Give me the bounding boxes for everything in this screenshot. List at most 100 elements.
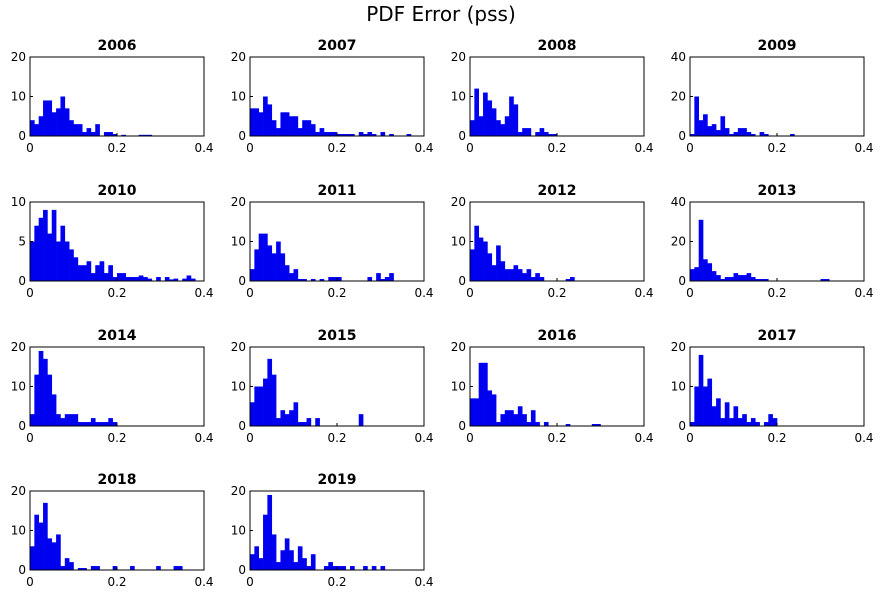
- histogram-bar: [156, 566, 161, 570]
- histogram-bar: [99, 261, 105, 281]
- y-tick-label: 10: [11, 90, 26, 104]
- histogram-bar: [250, 108, 255, 136]
- histogram-bar: [483, 362, 488, 426]
- histogram-bar: [108, 132, 113, 136]
- histogram-bar: [103, 422, 109, 426]
- histogram-bar: [328, 277, 333, 281]
- histogram-bar: [284, 265, 290, 281]
- histogram-bar: [543, 422, 549, 426]
- histogram-bar: [254, 249, 259, 281]
- histogram-bar: [470, 120, 475, 136]
- histogram-bar: [371, 566, 377, 570]
- histogram-panel-2008: 2008 0 0.2 0.4 0 10 20: [451, 38, 654, 155]
- histogram-bar: [47, 374, 53, 426]
- histogram-bar: [371, 134, 377, 136]
- histogram-bar: [250, 554, 255, 570]
- x-tick-label: 0.4: [414, 575, 433, 589]
- histogram-bar: [504, 410, 510, 426]
- histogram-bar: [530, 277, 536, 281]
- histogram-bar: [820, 279, 826, 281]
- histogram-bar: [522, 128, 527, 136]
- histogram-bar: [254, 108, 259, 136]
- histogram-bar: [108, 418, 113, 426]
- x-tick-label: 0: [246, 141, 254, 155]
- histogram-bar: [729, 418, 734, 426]
- histogram-bar: [117, 273, 122, 281]
- histogram-bar: [82, 265, 87, 281]
- histogram-bar: [491, 265, 497, 281]
- y-tick-label: 20: [671, 90, 686, 104]
- histogram-bar: [565, 279, 571, 281]
- panel-title: 2019: [318, 472, 357, 488]
- histogram-bar: [720, 279, 726, 281]
- histogram-bar: [535, 132, 540, 136]
- y-tick-label: 0: [238, 129, 246, 143]
- y-tick-label: 20: [231, 340, 246, 354]
- panel-title: 2014: [98, 328, 137, 344]
- histogram-bar: [30, 414, 35, 426]
- histogram-bar: [302, 120, 307, 136]
- histogram-bar: [77, 265, 83, 281]
- x-tick-label: 0.4: [634, 431, 653, 445]
- histogram-bar: [737, 418, 743, 426]
- histogram-bar: [690, 269, 695, 281]
- histogram-bar: [504, 116, 510, 136]
- histogram-bar: [772, 418, 778, 426]
- histogram-bar: [156, 277, 161, 281]
- histogram-bar: [759, 132, 765, 136]
- histogram-bar: [169, 279, 174, 281]
- histogram-bar: [51, 112, 57, 136]
- y-tick-label: 20: [231, 50, 246, 64]
- histogram-bar: [323, 566, 329, 570]
- histogram-bar: [707, 263, 713, 281]
- histogram-bar: [173, 566, 179, 570]
- histogram-bar: [323, 132, 329, 136]
- histogram-bar: [60, 225, 66, 281]
- histogram-bar: [289, 273, 294, 281]
- histogram-bar: [483, 92, 488, 136]
- histogram-bar: [271, 374, 277, 426]
- histogram-bar: [483, 241, 488, 281]
- histogram-bar: [332, 132, 338, 136]
- y-tick-label: 0: [238, 563, 246, 577]
- histogram-bar: [69, 562, 74, 570]
- histogram-bar: [34, 225, 39, 281]
- histogram-bar: [790, 134, 795, 136]
- histogram-bar: [47, 538, 53, 570]
- histogram-bar: [267, 245, 273, 281]
- y-tick-label: 0: [238, 419, 246, 433]
- histogram-bar: [34, 374, 39, 426]
- y-tick-label: 10: [11, 195, 26, 209]
- y-tick-label: 0: [678, 274, 686, 288]
- y-tick-label: 10: [231, 90, 246, 104]
- histogram-bar: [746, 422, 752, 426]
- x-tick-label: 0.2: [327, 286, 346, 300]
- histogram-bar: [297, 279, 303, 281]
- y-tick-label: 20: [671, 340, 686, 354]
- histogram-bar: [720, 418, 726, 426]
- histogram-bar: [73, 124, 79, 136]
- histogram-bar: [698, 120, 704, 136]
- x-tick-label: 0.2: [327, 575, 346, 589]
- histogram-bar: [108, 265, 113, 281]
- x-tick-label: 0.4: [854, 286, 873, 300]
- panel-title: 2010: [98, 183, 137, 199]
- histogram-bar: [350, 566, 355, 570]
- histogram-bar: [69, 249, 74, 281]
- histogram-bar: [297, 546, 303, 570]
- x-tick-label: 0: [26, 286, 34, 300]
- histogram-bar: [164, 277, 170, 281]
- histogram-bar: [310, 554, 316, 570]
- histogram-bar: [596, 424, 601, 426]
- histogram-bar: [703, 259, 708, 281]
- histogram-bar: [694, 386, 699, 426]
- histogram-bar: [95, 265, 100, 281]
- histogram-bar: [474, 225, 479, 281]
- histogram-bar: [470, 398, 475, 426]
- histogram-bar: [733, 132, 739, 136]
- histogram-bar: [367, 132, 373, 136]
- y-tick-label: 20: [451, 195, 466, 209]
- histogram-bar: [56, 414, 61, 426]
- histogram-bar: [328, 132, 333, 136]
- histogram-bar: [337, 566, 342, 570]
